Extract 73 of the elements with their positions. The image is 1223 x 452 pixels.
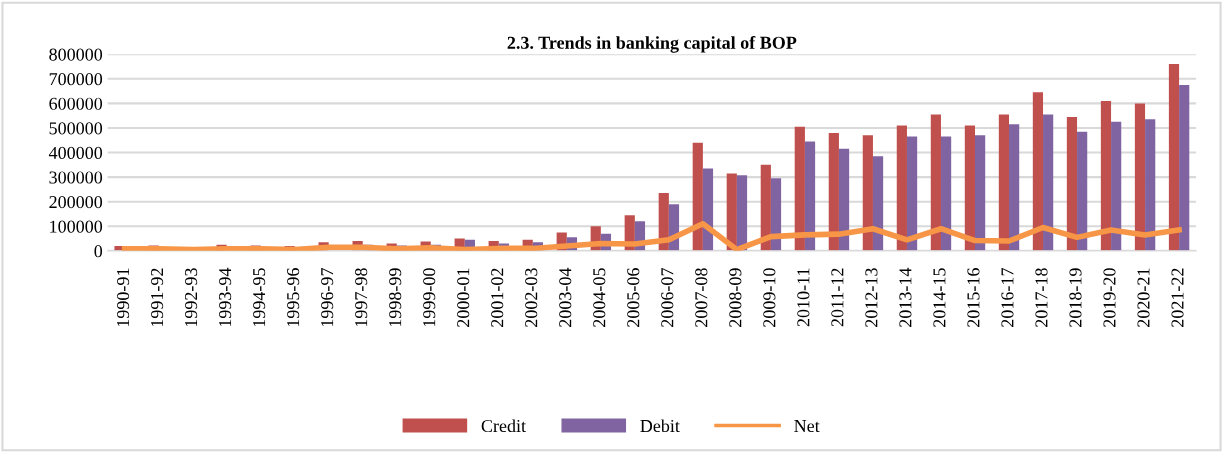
y-tick-label: 100000 — [50, 220, 103, 233]
y-tick-label: 800000 — [49, 48, 103, 61]
x-tick-label: 1991-92 — [151, 268, 164, 327]
y-tick-label: 200000 — [49, 195, 103, 209]
x-tick-label: 2021-22 — [1171, 268, 1184, 327]
bar — [1134, 103, 1146, 251]
bar — [930, 114, 941, 251]
x-tick-label: 1993-94 — [219, 267, 232, 327]
bar — [1111, 121, 1122, 251]
x-tick-label: 2014-15 — [933, 268, 946, 327]
y-tick-label: 0 — [94, 245, 103, 258]
x-tick-label: 2001-02 — [491, 268, 504, 327]
bar — [692, 142, 703, 251]
bar — [1043, 114, 1054, 251]
x-tick-label: 2018-19 — [1069, 268, 1082, 327]
x-tick-label: 2002-03 — [525, 268, 538, 327]
x-tick-label: 1996-97 — [321, 268, 334, 327]
bar — [1145, 119, 1156, 251]
bar — [1100, 100, 1112, 251]
legend-label: Debit — [640, 419, 680, 433]
bar — [760, 164, 771, 251]
bar — [1066, 116, 1078, 251]
x-tick-label: 2005-06 — [627, 268, 640, 327]
bar — [736, 175, 748, 251]
y-tick-label: 500000 — [49, 122, 103, 135]
x-tick-label: 1998-99 — [389, 268, 402, 327]
legend-label: Net — [794, 420, 820, 433]
x-tick-label: 2020-21 — [1137, 268, 1150, 327]
bar — [975, 135, 986, 251]
bar — [862, 135, 873, 251]
x-tick-label: 1990-91 — [116, 268, 130, 327]
bar — [964, 125, 975, 251]
x-tick-label: 2008-09 — [729, 268, 742, 327]
x-tick-label: 2007-08 — [695, 268, 708, 327]
y-tick-label: 700000 — [49, 73, 103, 86]
bar — [872, 156, 884, 251]
y-tick-label: 300000 — [49, 171, 103, 184]
x-tick-label: 2013-14 — [899, 267, 912, 327]
x-tick-label: 1999-00 — [423, 268, 436, 327]
x-tick-label: 2006-07 — [661, 268, 674, 327]
bar — [828, 132, 839, 251]
bar — [896, 125, 907, 251]
x-tick-label: 2010-11 — [797, 268, 810, 327]
x-tick-label: 2011-12 — [831, 268, 844, 327]
bar — [1032, 92, 1044, 251]
bar — [804, 141, 816, 251]
x-tick-label: 2009-10 — [763, 268, 776, 327]
bar — [770, 178, 782, 251]
x-tick-label: 1994-95 — [253, 268, 266, 327]
legend-label: Credit — [481, 419, 526, 433]
x-tick-label: 2000-01 — [457, 268, 470, 327]
x-tick-label: 2015-16 — [967, 268, 980, 327]
x-tick-label: 2004-05 — [593, 268, 606, 327]
y-tick-label: 600000 — [49, 97, 103, 110]
x-tick-label: 2003-04 — [559, 267, 572, 327]
bar — [794, 126, 805, 251]
x-tick-label: 1995-96 — [287, 268, 300, 327]
x-tick-label: 2016-17 — [1001, 268, 1014, 327]
x-tick-label: 1992-93 — [185, 268, 198, 327]
bar — [1009, 124, 1020, 251]
bar — [1179, 84, 1190, 251]
x-tick-label: 2012-13 — [865, 268, 878, 327]
bar — [940, 136, 952, 251]
bar — [998, 114, 1010, 251]
bar — [906, 136, 918, 251]
bar — [838, 148, 850, 251]
x-tick-label: 1997-98 — [355, 268, 368, 327]
bar — [1168, 64, 1180, 251]
y-tick-label: 400000 — [48, 146, 103, 159]
chart-title: 2.3. Trends in banking capital of BOP — [507, 35, 797, 53]
x-tick-label: 2019-20 — [1103, 268, 1116, 327]
bar — [1077, 131, 1088, 251]
x-tick-label: 2017-18 — [1035, 268, 1048, 327]
